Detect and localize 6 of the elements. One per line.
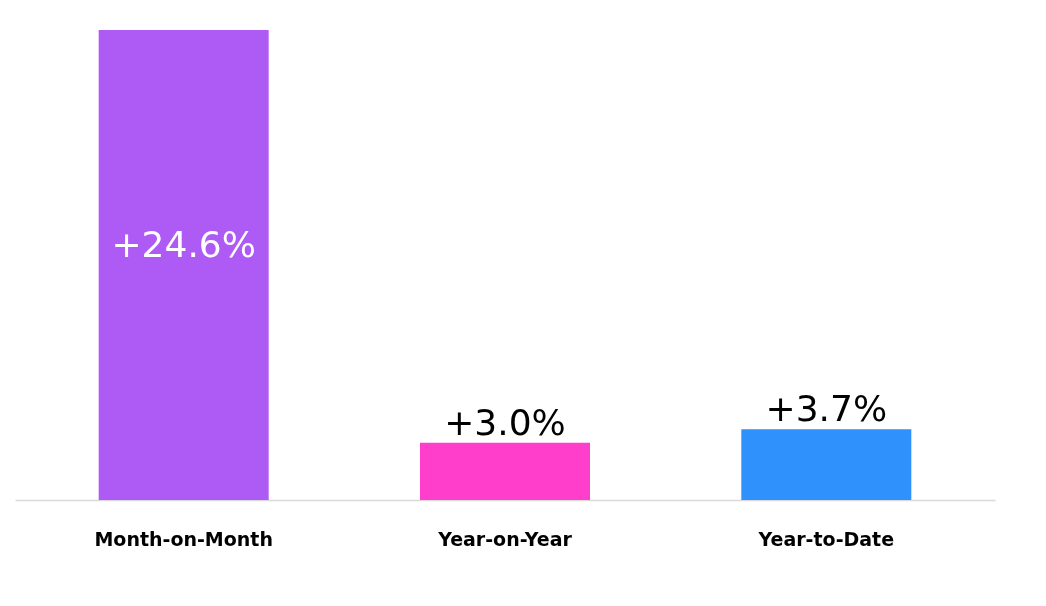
x-tick-label: Year-on-Year (437, 527, 573, 550)
x-tick-label: Year-to-Date (757, 527, 895, 550)
data-label: +3.7% (765, 388, 888, 430)
data-label: +24.6% (111, 224, 256, 265)
data-label: +3.0% (444, 401, 566, 443)
x-tick-label: Month-on-Month (94, 527, 273, 550)
